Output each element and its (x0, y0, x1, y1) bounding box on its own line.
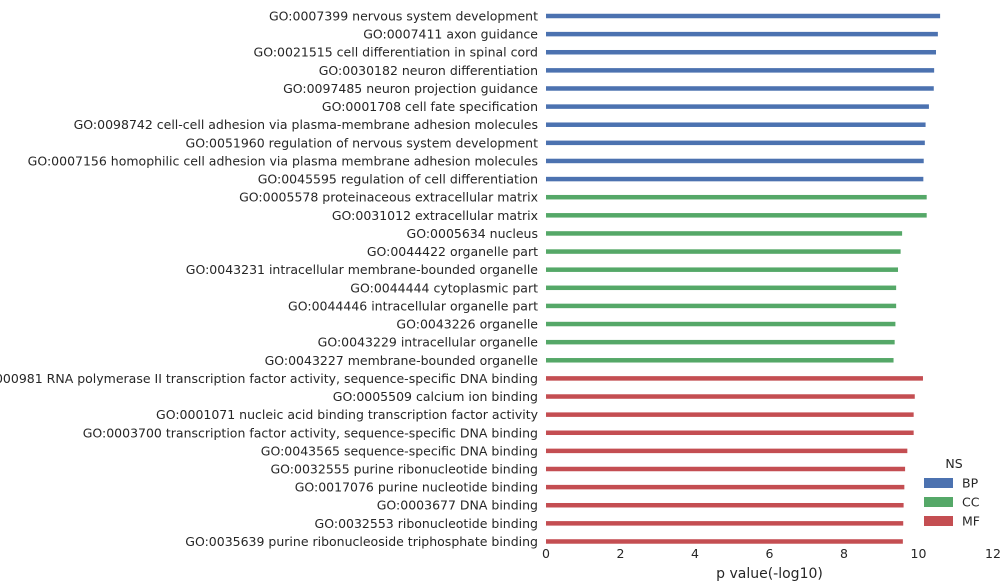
bar-bp (546, 13, 941, 19)
bar-mf (546, 376, 923, 381)
category-label: GO:0021515 cell differentiation in spina… (254, 45, 538, 60)
bar-mf (546, 448, 908, 454)
category-label: GO:0044446 intracellular organelle part (288, 298, 538, 313)
legend-swatch-mf (924, 516, 953, 526)
category-label: GO:0035639 purine ribonucleoside triphos… (185, 534, 538, 549)
bar-cc (546, 267, 899, 272)
bar-cc (546, 321, 896, 327)
category-label: GO:0005578 proteinaceous extracellular m… (239, 190, 538, 205)
category-label: GO:0051960 regulation of nervous system … (186, 135, 539, 150)
category-label: GO:0031012 extracellular matrix (332, 208, 538, 223)
bar-bp (546, 104, 929, 109)
bar-mf (546, 430, 914, 436)
category-label: GO:0017076 purine nucleotide binding (295, 480, 538, 495)
legend-swatch-bp (924, 478, 953, 488)
bar-cc (546, 358, 894, 363)
bar-cc (546, 339, 895, 345)
category-label: GO:0043229 intracellular organelle (318, 335, 539, 350)
category-label: GO:0005509 calcium ion binding (333, 389, 538, 404)
bar-cc (546, 231, 903, 236)
bar-bp (546, 31, 938, 37)
category-label: GO:0045595 regulation of cell differenti… (258, 172, 538, 187)
bar-mf (546, 502, 904, 508)
x-tick-label: 8 (840, 546, 848, 561)
category-label: GO:0003700 transcription factor activity… (83, 425, 538, 440)
legend: NS BP CC MF (924, 456, 980, 529)
bar-bp (546, 68, 935, 73)
bar-cc (546, 194, 927, 200)
x-axis-ticks: 0 2 4 6 8 10 12 (542, 546, 1001, 561)
bar-mf (546, 521, 904, 526)
x-tick-label: 0 (542, 546, 550, 561)
bar-cc (546, 285, 897, 291)
category-labels: GO:0007399 nervous system development GO:… (0, 9, 539, 549)
legend-items: BP CC MF (924, 476, 980, 529)
legend-label-cc: CC (962, 495, 980, 510)
category-label: GO:0001708 cell fate specification (322, 99, 538, 114)
category-label: GO:0032553 ribonucleotide binding (315, 516, 538, 531)
category-label: GO:0044422 organelle part (367, 244, 538, 259)
bar-mf (546, 394, 915, 399)
category-label: GO:0097485 neuron projection guidance (283, 81, 538, 96)
bar-mf (546, 466, 906, 472)
category-label: GO:0043226 organelle (396, 317, 538, 332)
bar-cc (546, 303, 897, 309)
category-label: GO:0043231 intracellular membrane-bounde… (186, 262, 539, 277)
bar-bp (546, 176, 924, 182)
category-label: GO:0032555 purine ribonucleotide binding (270, 462, 538, 477)
category-label: GO:0005634 nucleus (407, 226, 538, 241)
bar-mf (546, 539, 903, 544)
legend-label-mf: MF (962, 514, 980, 529)
x-tick-label: 4 (691, 546, 699, 561)
x-tick-label: 10 (911, 546, 927, 561)
legend-title: NS (945, 456, 962, 471)
x-tick-label: 12 (985, 546, 1001, 561)
category-label: GO:0007399 nervous system development (269, 9, 538, 24)
category-label: GO:0001071 nucleic acid binding transcri… (156, 407, 539, 422)
legend-label-bp: BP (962, 476, 979, 491)
category-label: GO:0043227 membrane-bounded organelle (265, 353, 539, 368)
bar-mf (546, 412, 914, 417)
x-tick-label: 6 (766, 546, 774, 561)
bars-layer (546, 13, 941, 544)
bar-mf (546, 484, 905, 490)
bar-bp (546, 140, 925, 146)
x-tick-label: 2 (617, 546, 625, 561)
category-label: GO:0000981 RNA polymerase II transcripti… (0, 371, 538, 386)
category-label: GO:0030182 neuron differentiation (319, 63, 538, 78)
category-label: GO:0043565 sequence-specific DNA binding (261, 443, 538, 458)
category-label: GO:0003677 DNA binding (377, 498, 538, 513)
bar-bp (546, 49, 937, 55)
category-label: GO:0007411 axon guidance (363, 27, 538, 42)
bar-cc (546, 213, 927, 218)
category-label: GO:0007156 homophilic cell adhesion via … (28, 153, 538, 168)
bar-cc (546, 249, 901, 254)
bar-bp (546, 158, 924, 164)
category-label: GO:0098742 cell-cell adhesion via plasma… (74, 117, 538, 132)
x-axis-title: p value(-log10) (716, 566, 823, 582)
category-label: GO:0044444 cytoplasmic part (350, 280, 538, 295)
bar-bp (546, 122, 926, 127)
legend-swatch-cc (924, 497, 953, 507)
bar-bp (546, 86, 934, 91)
